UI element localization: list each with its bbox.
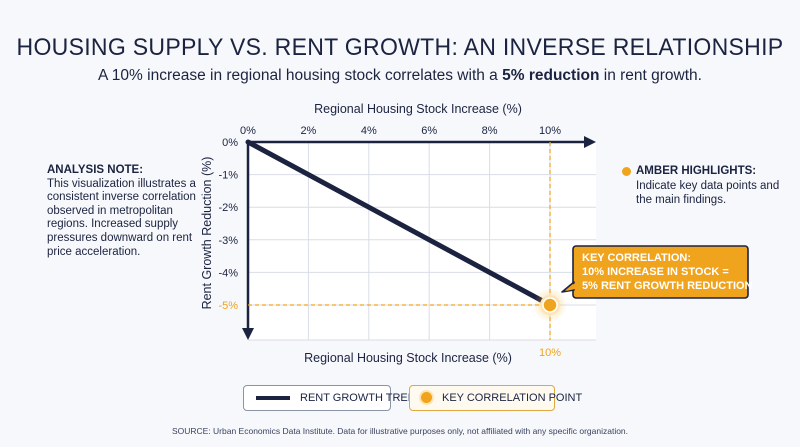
- point-marker: [542, 297, 558, 313]
- x-axis-label-top: Regional Housing Stock Increase (%): [314, 102, 522, 116]
- y-tick-label: -4%: [218, 267, 238, 279]
- highlight-x-label: 10%: [539, 347, 561, 359]
- amber-highlights-heading: AMBER HIGHLIGHTS:: [636, 165, 757, 177]
- x-tick-label: 8%: [482, 125, 498, 137]
- x-tick-label: 4%: [361, 125, 377, 137]
- y-tick-label: -1%: [218, 170, 238, 182]
- legend-item-trend: RENT GROWTH TREND: [243, 385, 424, 411]
- analysis-note: ANALYSIS NOTE: This visualization illust…: [47, 164, 197, 259]
- page-title: HOUSING SUPPLY VS. RENT GROWTH: AN INVER…: [16, 34, 784, 61]
- callout-line-3: 5% RENT GROWTH REDUCTION: [582, 280, 753, 292]
- tick-labels: 0% 2% 4% 6% 8% 10% 0% -1% -2% -3% -4% -5%: [218, 125, 561, 312]
- legend-trend-label: RENT GROWTH TREND: [300, 392, 424, 404]
- subtitle-text-after: in rent growth.: [599, 67, 702, 84]
- axes: [242, 136, 596, 340]
- callout-line-1: KEY CORRELATION:: [582, 252, 691, 264]
- amber-dot-icon: [622, 167, 631, 176]
- y-axis-arrow-icon: [242, 328, 254, 340]
- x-axis-arrow-icon: [584, 136, 596, 148]
- y-tick-label: -3%: [218, 235, 238, 247]
- amber-highlights-body: Indicate key data points and the main fi…: [636, 179, 780, 207]
- legend-line-swatch: [256, 396, 290, 400]
- x-tick-label: 6%: [421, 125, 437, 137]
- x-tick-label: 0%: [240, 125, 256, 137]
- x-tick-label: 2%: [300, 125, 316, 137]
- key-correlation-callout: KEY CORRELATION: 10% INCREASE IN STOCK =…: [561, 245, 753, 299]
- subtitle-text-before: A 10% increase in regional housing stock…: [98, 67, 503, 84]
- y-tick-label: -2%: [218, 202, 238, 214]
- y-tick-label: 0%: [222, 137, 238, 149]
- y-axis-label: Rent Growth Reduction (%): [200, 157, 214, 310]
- legend-item-point: KEY CORRELATION POINT: [409, 385, 582, 411]
- legend-point-label: KEY CORRELATION POINT: [442, 392, 583, 404]
- series-rent-growth-trend: [245, 139, 553, 308]
- analysis-note-body: This visualization illustrates a consist…: [47, 177, 196, 258]
- amber-highlights-note: AMBER HIGHLIGHTS: Indicate key data poin…: [622, 164, 792, 208]
- x-tick-label: 10%: [539, 125, 561, 137]
- subtitle-bold: 5% reduction: [502, 67, 600, 84]
- legend-dot-icon: [421, 392, 432, 403]
- x-axis-label-bottom: Regional Housing Stock Increase (%): [304, 351, 512, 365]
- page-subtitle: A 10% increase in regional housing stock…: [0, 67, 800, 85]
- callout-line-2: 10% INCREASE IN STOCK =: [582, 266, 729, 278]
- source-note: SOURCE: Urban Economics Data Institute. …: [171, 426, 629, 436]
- trend-line: [245, 139, 553, 308]
- analysis-note-heading: ANALYSIS NOTE:: [47, 164, 144, 176]
- y-tick-label: -5%: [218, 300, 238, 312]
- key-correlation-point: [533, 288, 567, 322]
